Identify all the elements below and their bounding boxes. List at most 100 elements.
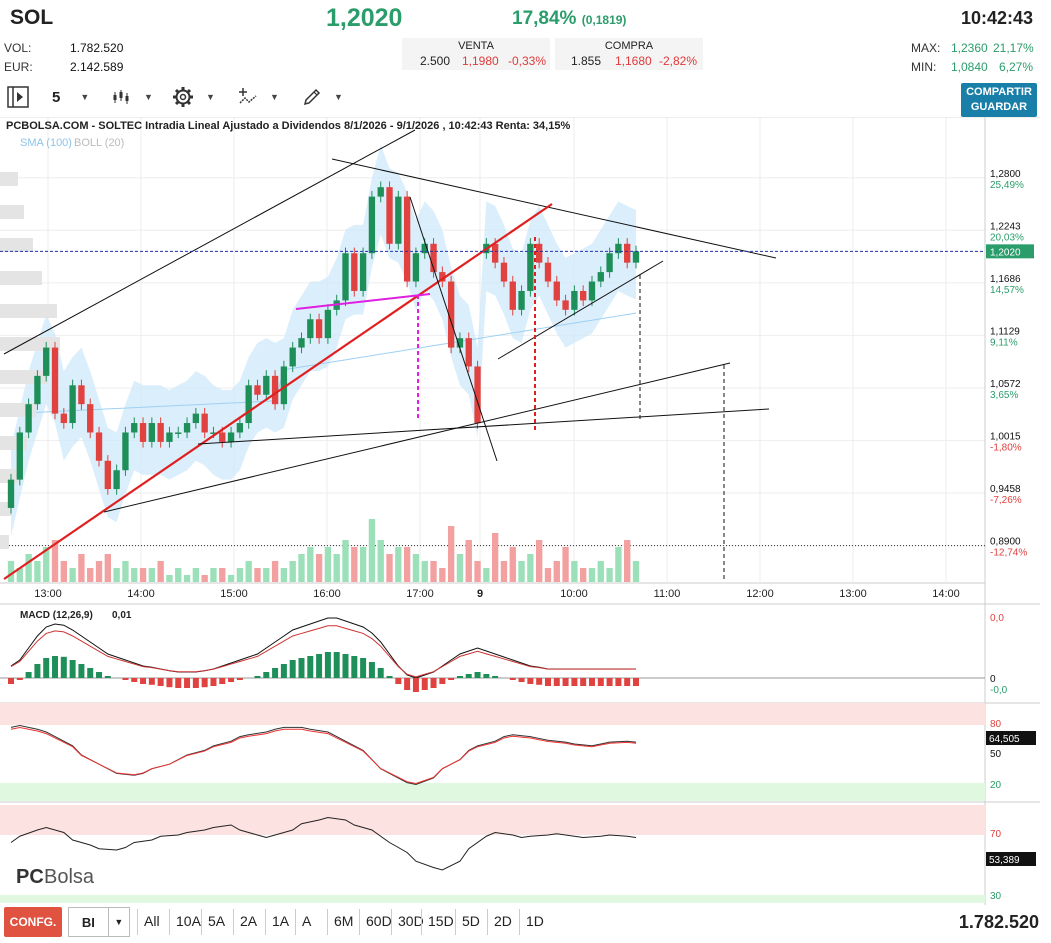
x-tick-label: 14:00 <box>932 588 960 600</box>
macd-histogram-bar <box>483 674 490 678</box>
candle-body <box>456 338 464 348</box>
legend-boll: BOLL (20) <box>74 137 124 149</box>
volume-bar <box>395 547 402 582</box>
pencil-icon <box>303 88 321 106</box>
macd-line <box>10 617 636 679</box>
volume-bar <box>201 575 208 582</box>
candle-body <box>201 413 208 433</box>
volume-bar <box>403 547 411 582</box>
volume-bar <box>236 568 244 582</box>
candle-body <box>254 385 261 395</box>
candle-body <box>624 243 631 263</box>
volume-bar <box>500 561 508 582</box>
y-tick-label: 1,2800 <box>990 169 1021 180</box>
volume-bar <box>412 554 420 582</box>
range-button-60d[interactable]: 60D <box>366 913 392 929</box>
volume-bar <box>624 540 631 582</box>
macd-histogram-bar <box>368 662 375 678</box>
macd-histogram-bar <box>615 678 622 686</box>
range-button-all[interactable]: All <box>144 913 160 929</box>
gear-icon <box>173 87 193 107</box>
macd-histogram-bar <box>175 678 182 688</box>
range-button-15d[interactable]: 15D <box>428 913 454 929</box>
range-separator <box>169 909 170 935</box>
chevron-down-icon: ▼ <box>206 92 215 102</box>
candles-icon <box>113 90 129 104</box>
buy-quote-box: COMPRA 1.855 1,1680 -2,82% <box>555 38 703 70</box>
macd-histogram-bar <box>78 664 85 678</box>
config-button[interactable]: CONFG. <box>4 907 62 937</box>
y-tick-pct: 20,03% <box>990 232 1024 243</box>
range-button-10a[interactable]: 10A <box>176 913 201 929</box>
range-button-5a[interactable]: 5A <box>208 913 226 929</box>
macd-histogram-bar <box>360 658 367 678</box>
volume-bar <box>580 568 587 582</box>
range-button-2d[interactable]: 2D <box>494 913 512 929</box>
sto-panel: STO (14,3,5)64,5080502064,505 <box>0 702 1040 801</box>
volume-bar <box>359 547 367 582</box>
volume-bar <box>280 568 288 582</box>
trendline <box>497 260 664 360</box>
macd-histogram-bar <box>474 672 481 678</box>
volume-bar <box>509 547 516 582</box>
x-tick-label: 15:00 <box>220 588 248 600</box>
logo-pc: PC <box>16 866 44 888</box>
volume-bar <box>315 554 323 582</box>
volume-profile-bar <box>0 370 48 384</box>
range-separator <box>201 909 202 935</box>
volume-bar <box>78 554 85 582</box>
chart-title: PCBOLSA.COM - SOLTEC Intradia Lineal Aju… <box>6 120 570 132</box>
volume-bar <box>544 568 552 582</box>
range-button-a[interactable]: A <box>302 913 312 929</box>
range-button-6m[interactable]: 6M <box>334 913 354 929</box>
macd-histogram-bar <box>254 676 261 678</box>
volume-bar <box>615 547 622 582</box>
range-button-2a[interactable]: 2A <box>240 913 258 929</box>
interval-select[interactable]: 5 ▼ <box>52 82 89 112</box>
volume-bar <box>333 554 340 582</box>
candle-body <box>580 290 587 301</box>
chart-type-select[interactable]: ▼ <box>112 82 153 112</box>
volume-bar <box>69 568 76 582</box>
volume-bar <box>34 561 41 582</box>
range-button-1a[interactable]: 1A <box>272 913 290 929</box>
macd-histogram-bar <box>298 658 305 678</box>
settings-select[interactable]: ▼ <box>172 82 215 112</box>
macd-histogram-bar <box>633 678 639 686</box>
indicators-select[interactable]: ▼ <box>238 82 279 112</box>
candle-body <box>359 253 367 291</box>
drawing-tools-select[interactable]: ▼ <box>302 82 343 112</box>
vol-value: 1.782.520 <box>70 41 124 55</box>
data-source-select[interactable]: BI ▼ <box>68 907 130 937</box>
macd-histogram-bar <box>34 664 41 678</box>
candle-body <box>553 281 560 301</box>
candle-body <box>245 385 252 424</box>
macd-histogram-bar <box>386 676 393 678</box>
share-save-button[interactable]: COMPARTIR GUARDAR <box>961 83 1037 117</box>
overbought-zone <box>0 703 985 725</box>
candle-body <box>395 196 402 244</box>
candle-body <box>421 243 428 254</box>
macd-histogram-bar <box>421 678 428 690</box>
eur-value: 2.142.589 <box>70 60 124 74</box>
sma-line <box>10 312 637 415</box>
range-separator <box>295 909 296 935</box>
volume-bar <box>483 568 490 582</box>
chevron-down-icon: ▼ <box>107 908 129 936</box>
legend-sma: SMA (100) <box>20 137 72 149</box>
compra-price: 1,1680 <box>615 54 652 68</box>
panel-toggle-button[interactable] <box>6 82 32 112</box>
y-tick-label: 1,2243 <box>990 221 1021 232</box>
range-button-1d[interactable]: 1D <box>526 913 544 929</box>
macd-histogram-bar <box>624 678 631 686</box>
range-button-5d[interactable]: 5D <box>462 913 480 929</box>
time-axis: 13:00 14:00 15:00 16:00 17:00 9 10:00 11:00 12:0… <box>0 582 985 600</box>
last-price: 1,2020 <box>326 4 403 32</box>
overbought-zone <box>0 805 985 835</box>
volume-profile-bar <box>0 304 57 318</box>
volume-bar <box>192 568 200 582</box>
sto-d-line <box>10 726 637 784</box>
range-button-30d[interactable]: 30D <box>398 913 424 929</box>
macd-histogram-bar <box>69 660 76 678</box>
